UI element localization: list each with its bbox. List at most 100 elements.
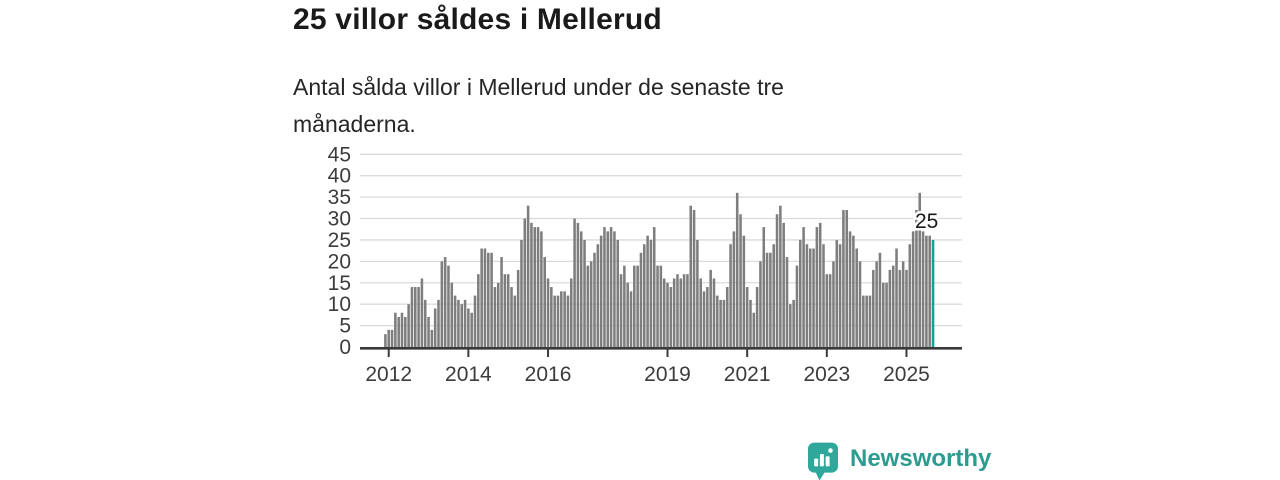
highlight-bar [931,239,935,347]
bar [566,295,570,347]
bar [858,261,862,347]
bar [782,222,785,347]
mini-bar-2 [819,454,824,467]
bar [785,257,789,347]
bar [520,239,523,347]
bar [423,299,427,347]
bar [732,231,736,347]
bar [672,278,676,347]
bar [427,317,430,347]
x-tick-label: 2019 [644,363,691,386]
bar [513,295,517,347]
bar [636,265,639,347]
y-tick-label: 20 [328,250,351,273]
bar [895,248,898,347]
bar [905,269,908,347]
bar [457,299,460,347]
bar [692,209,696,347]
bar [563,291,566,347]
bar [842,209,845,347]
bar [729,244,732,347]
bar [576,222,580,347]
bar [855,248,858,347]
bar [885,282,888,347]
bar [828,274,832,347]
x-tick-label: 2014 [445,363,492,386]
brand-name: Newsworthy [850,445,992,472]
y-tick-label: 25 [328,229,351,252]
bar [390,329,394,347]
bar [404,317,407,347]
bar [918,192,922,347]
bar [908,244,912,347]
bar [775,214,779,347]
bar [546,278,550,347]
bar [848,231,852,347]
bar [443,257,447,347]
bar [722,299,726,347]
bar [606,231,610,347]
bar [623,265,626,347]
speech-bubble-tail [815,470,826,480]
bar [872,269,875,347]
bar [530,222,533,347]
x-tick-label: 2025 [883,363,930,386]
bar [649,239,653,347]
bar [845,209,849,347]
bar [414,287,417,347]
bar [928,235,931,347]
x-tick-label: 2016 [525,363,572,386]
bar [473,295,477,347]
bar [679,278,683,347]
bar [765,252,769,347]
bar [543,257,546,347]
bar [749,299,752,347]
bar [616,239,620,347]
bar [805,244,809,347]
bar [400,312,404,347]
bar [503,274,507,347]
bar [387,329,390,347]
bar [599,235,603,347]
bar [682,274,686,347]
bar [394,312,397,347]
bar [901,261,905,347]
bar [583,239,586,347]
bar [769,252,772,347]
y-tick-label: 45 [328,143,351,166]
bar [862,295,865,347]
bar [759,261,762,347]
bar [477,274,480,347]
bar [752,312,756,347]
bar [536,227,540,347]
bar [550,287,553,347]
bar [689,205,693,347]
bar [676,274,679,347]
bar [716,295,719,347]
bar [523,218,527,347]
bar [586,265,590,347]
bar [633,265,636,347]
bar [742,235,746,347]
bar [596,244,600,347]
bar [802,227,805,347]
newsworthy-logo: Newsworthy [808,442,991,480]
bar [891,265,895,347]
bar [799,239,802,347]
bar [735,192,739,347]
bar [540,231,543,347]
last-value-annotation: 25 [915,210,938,233]
bar [835,239,839,347]
bar [560,291,563,347]
bar [483,248,487,347]
bar [417,287,420,347]
bar [789,304,792,347]
bar [745,287,749,347]
bar [911,231,915,347]
bar [755,287,759,347]
bar [609,227,613,347]
bar [533,227,537,347]
y-tick-label: 35 [328,186,351,209]
bar [669,287,673,347]
bar [709,269,712,347]
